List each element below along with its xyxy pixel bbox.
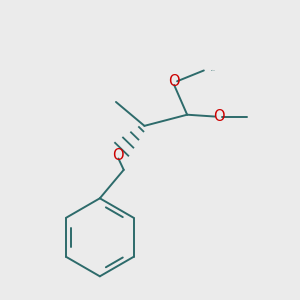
Text: O: O [112,148,124,163]
Text: O: O [213,109,224,124]
Text: O: O [168,74,180,89]
Text: methyl: methyl [211,70,216,71]
